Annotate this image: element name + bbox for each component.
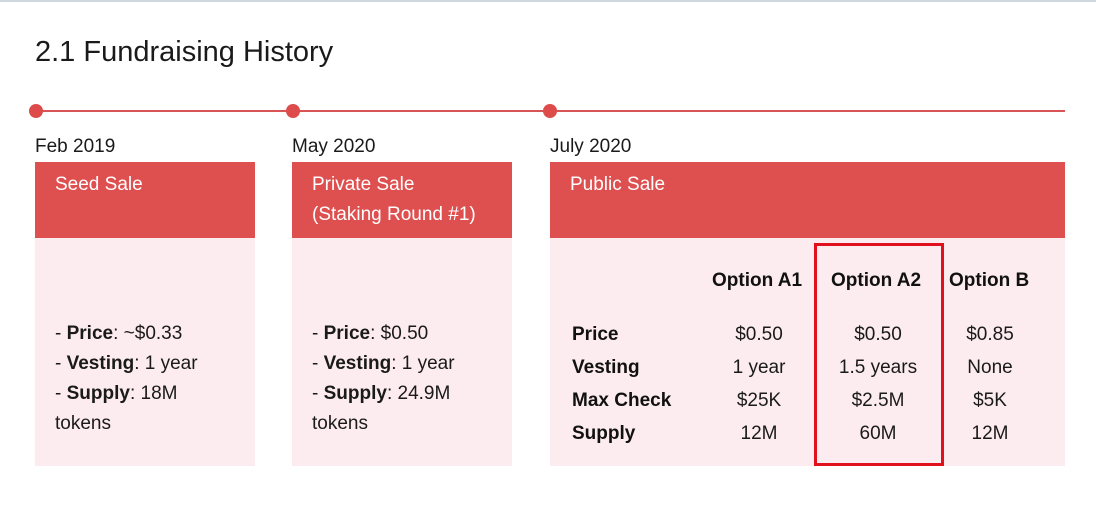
date-private: May 2020 xyxy=(292,136,376,157)
cell-price-b: $0.85 xyxy=(966,324,1014,345)
supply-unit: tokens xyxy=(312,413,368,434)
price-item: - Price: ~$0.33 xyxy=(55,323,183,344)
card-title: Public Sale xyxy=(570,174,666,195)
cell-price-a1: $0.50 xyxy=(735,324,783,345)
date-seed: Feb 2019 xyxy=(35,136,116,157)
vesting-item: - Vesting: 1 year xyxy=(312,353,455,374)
top-divider xyxy=(0,0,1096,2)
cell-max-check-a1: $25K xyxy=(736,390,782,411)
cell-vesting-a2: 1.5 years xyxy=(838,357,918,378)
section-title: 2.1 Fundraising History xyxy=(35,36,334,68)
cell-vesting-b: None xyxy=(967,357,1013,378)
vesting-item: - Vesting: 1 year xyxy=(55,353,198,374)
supply-item: - Supply: 18M xyxy=(55,383,178,404)
date-public: July 2020 xyxy=(550,136,632,157)
card-header-seed-sale: Seed Sale xyxy=(35,162,255,238)
price-item: - Price: $0.50 xyxy=(312,323,429,344)
row-label-price: Price xyxy=(572,324,619,345)
cell-supply-a1: 12M xyxy=(740,423,778,444)
card-header-private-sale: Private Sale (Staking Round #1) xyxy=(292,162,512,238)
card-body-private-sale xyxy=(292,238,512,466)
seed-sale-details: - Price: ~$0.33 - Vesting: 1 year - Supp… xyxy=(55,319,245,439)
cell-supply-b: 12M xyxy=(971,423,1009,444)
card-body-seed-sale xyxy=(35,238,255,466)
option-a2-highlight-box xyxy=(814,243,944,466)
card-body-public-sale xyxy=(550,238,1065,466)
card-title: Private Sale xyxy=(312,174,415,195)
card-header-public-sale: Public Sale xyxy=(550,162,1065,238)
option-b-header: Option B xyxy=(949,270,1030,291)
supply-item: - Supply: 24.9M xyxy=(312,383,451,404)
option-a2-header: Option A2 xyxy=(831,270,922,291)
supply-unit: tokens xyxy=(55,413,111,434)
private-sale-details: - Price: $0.50 - Vesting: 1 year - Suppl… xyxy=(312,319,502,439)
card-subtitle: (Staking Round #1) xyxy=(312,204,476,225)
timeline-dot-private xyxy=(286,104,300,118)
cell-max-check-a2: $2.5M xyxy=(851,390,905,411)
row-label-max-check: Max Check xyxy=(572,390,672,411)
cell-supply-a2: 60M xyxy=(859,423,897,444)
card-title: Seed Sale xyxy=(55,174,143,195)
timeline-dot-seed xyxy=(29,104,43,118)
cell-price-a2: $0.50 xyxy=(854,324,902,345)
cell-vesting-a1: 1 year xyxy=(732,357,786,378)
cell-max-check-b: $5K xyxy=(973,390,1007,411)
row-label-vesting: Vesting xyxy=(572,357,640,378)
option-a1-header: Option A1 xyxy=(712,270,803,291)
timeline-dot-public xyxy=(543,104,557,118)
row-label-supply: Supply xyxy=(572,423,636,444)
